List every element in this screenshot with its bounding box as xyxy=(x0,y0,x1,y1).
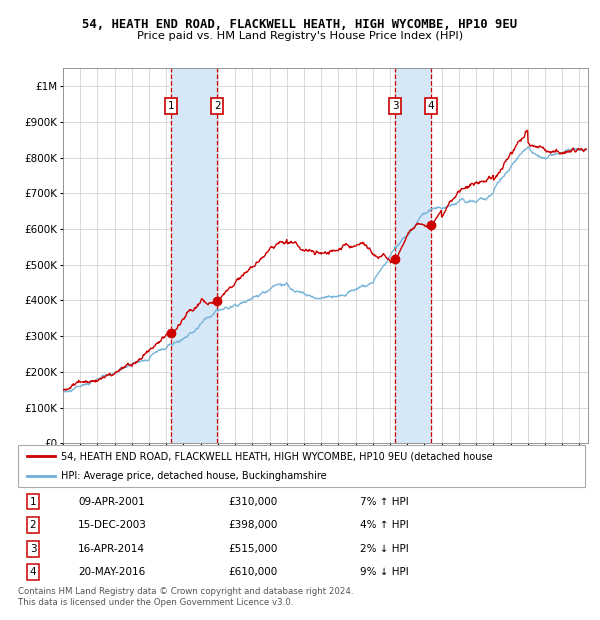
Text: 54, HEATH END ROAD, FLACKWELL HEATH, HIGH WYCOMBE, HP10 9EU (detached house: 54, HEATH END ROAD, FLACKWELL HEATH, HIG… xyxy=(61,451,492,461)
Bar xyxy=(395,68,431,443)
Bar xyxy=(171,68,217,443)
Text: 1: 1 xyxy=(167,100,175,111)
Text: HPI: Average price, detached house, Buckinghamshire: HPI: Average price, detached house, Buck… xyxy=(61,471,326,481)
Text: 9% ↓ HPI: 9% ↓ HPI xyxy=(360,567,409,577)
Text: 16-APR-2014: 16-APR-2014 xyxy=(78,544,145,554)
Text: 2: 2 xyxy=(214,100,220,111)
Text: £515,000: £515,000 xyxy=(228,544,277,554)
Text: 2% ↓ HPI: 2% ↓ HPI xyxy=(360,544,409,554)
Text: 2: 2 xyxy=(29,520,37,530)
Text: £398,000: £398,000 xyxy=(228,520,277,530)
Text: £310,000: £310,000 xyxy=(228,497,277,507)
Text: Contains HM Land Registry data © Crown copyright and database right 2024.
This d: Contains HM Land Registry data © Crown c… xyxy=(18,587,353,606)
Text: £610,000: £610,000 xyxy=(228,567,277,577)
Text: 4% ↑ HPI: 4% ↑ HPI xyxy=(360,520,409,530)
Text: 09-APR-2001: 09-APR-2001 xyxy=(78,497,145,507)
Text: 1: 1 xyxy=(29,497,37,507)
Text: 4: 4 xyxy=(428,100,434,111)
FancyBboxPatch shape xyxy=(18,445,585,487)
Text: 7% ↑ HPI: 7% ↑ HPI xyxy=(360,497,409,507)
Text: 4: 4 xyxy=(29,567,37,577)
Text: 15-DEC-2003: 15-DEC-2003 xyxy=(78,520,147,530)
Text: 20-MAY-2016: 20-MAY-2016 xyxy=(78,567,145,577)
Text: 3: 3 xyxy=(392,100,398,111)
Text: 54, HEATH END ROAD, FLACKWELL HEATH, HIGH WYCOMBE, HP10 9EU: 54, HEATH END ROAD, FLACKWELL HEATH, HIG… xyxy=(82,18,518,31)
Text: Price paid vs. HM Land Registry's House Price Index (HPI): Price paid vs. HM Land Registry's House … xyxy=(137,31,463,41)
Text: 3: 3 xyxy=(29,544,37,554)
